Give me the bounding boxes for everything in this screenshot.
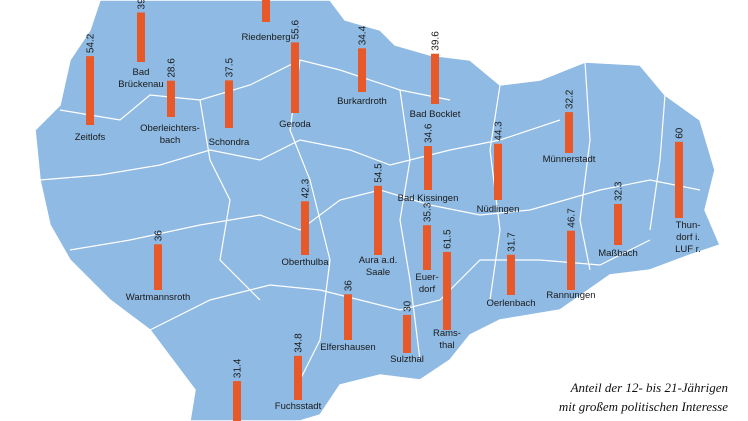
value-label: 39.6	[431, 31, 442, 51]
place-label: Sulzthal	[390, 354, 424, 365]
caption-line: Anteil der 12- bis 21-Jährigen	[570, 380, 728, 395]
place-label: Bad Kissingen	[398, 193, 459, 204]
place-label: dorf	[419, 284, 436, 295]
value-label: 46.7	[567, 208, 578, 228]
bar	[137, 12, 145, 62]
value-label: 35.3	[423, 202, 434, 222]
place-label: Wartmannsroth	[126, 292, 191, 303]
value-label: 32.3	[614, 181, 625, 201]
bar	[443, 251, 451, 330]
value-label: 31.7	[507, 232, 518, 252]
place-label: Euer-	[415, 272, 438, 283]
bar	[507, 254, 515, 295]
value-label: 34.6	[424, 123, 435, 143]
bar	[154, 244, 162, 290]
bar	[301, 201, 309, 255]
value-label: 39	[137, 0, 148, 9]
place-label: Maßbach	[598, 248, 638, 259]
value-label: 36	[344, 280, 355, 292]
place-label: Aura a.d.	[359, 255, 398, 266]
place-label: Rams-	[433, 328, 461, 339]
value-label: 37.5	[225, 57, 236, 77]
place-label: Brückenau	[118, 79, 163, 90]
place-label: Rannungen	[546, 290, 595, 301]
value-label: 60	[675, 127, 686, 139]
bar	[86, 56, 94, 125]
value-label: 55.6	[291, 19, 302, 39]
value-label: 36	[154, 230, 165, 242]
bar	[403, 314, 411, 353]
value-label: 31.4	[233, 358, 244, 378]
place-label: Oberthulba	[281, 257, 329, 268]
value-label: 32.2	[565, 89, 576, 109]
bar	[291, 42, 299, 113]
place-label: Oerlenbach	[486, 298, 535, 309]
bar	[374, 185, 382, 255]
place-label: Nüdlingen	[477, 204, 520, 215]
place-label: bach	[160, 135, 181, 146]
bar	[431, 53, 439, 104]
place-label: Fuchsstadt	[275, 401, 322, 412]
place-label: Burkardroth	[337, 96, 387, 107]
value-label: 28.6	[167, 58, 178, 78]
value-label: 34.4	[358, 25, 369, 45]
place-label: thal	[439, 340, 454, 351]
caption-line: mit großem politischen Interesse	[559, 399, 728, 414]
place-label: dorf i.	[676, 232, 700, 243]
place-label: Riedenberg	[241, 32, 290, 43]
bar	[294, 355, 302, 400]
place-label: Elfershausen	[320, 342, 375, 353]
place-label: Zeitlofs	[75, 132, 106, 143]
value-label: 42.3	[301, 178, 312, 198]
place-label: Thun-	[676, 220, 701, 231]
value-label: 54.5	[374, 163, 385, 183]
borders	[39, 59, 701, 381]
place-label: Bad Bocklet	[410, 109, 461, 120]
cropped-bar	[262, 0, 270, 22]
value-label: 44.3	[494, 121, 505, 141]
bar	[167, 80, 175, 117]
value-label: 30	[403, 300, 414, 312]
bar	[614, 203, 622, 245]
place-label: Saale	[366, 267, 390, 278]
place-label: Bad	[133, 67, 150, 78]
place-label: Münnerstadt	[543, 154, 596, 165]
value-label: 54.2	[86, 33, 97, 53]
bar	[565, 112, 573, 153]
place-label: Oberleichters-	[140, 123, 200, 134]
bar	[225, 80, 233, 128]
bar	[233, 381, 241, 421]
place-label: Geroda	[279, 119, 311, 130]
bar	[423, 225, 431, 270]
place-label: Schondra	[209, 137, 250, 148]
value-label: 61.5	[443, 229, 454, 249]
bar	[567, 230, 575, 290]
bar	[675, 141, 683, 218]
bar	[358, 48, 366, 92]
bar	[424, 146, 432, 190]
bar	[494, 143, 502, 200]
place-label: LUF r.	[675, 244, 701, 255]
value-label: 34.8	[294, 333, 305, 353]
bar	[344, 294, 352, 340]
